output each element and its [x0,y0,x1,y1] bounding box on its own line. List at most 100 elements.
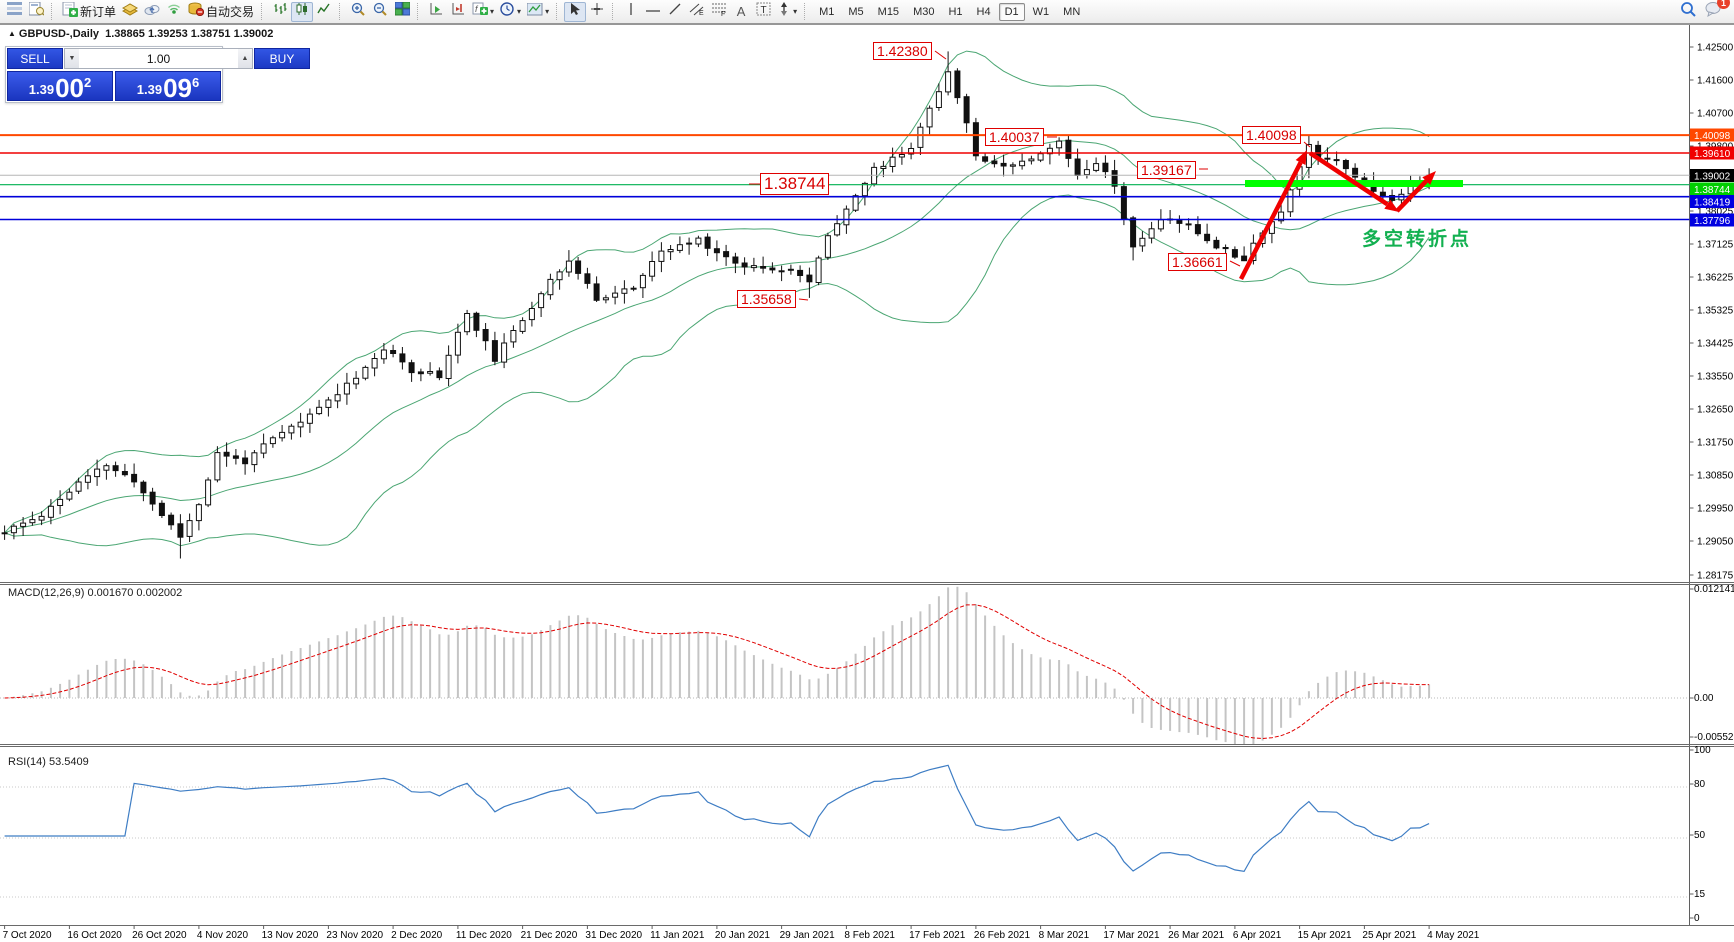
zoom-in-button[interactable] [347,2,369,22]
svg-text:7 Oct 2020: 7 Oct 2020 [3,930,52,941]
candlestick-series [1,51,1433,559]
buy-price[interactable]: 1.39 09 6 [115,71,221,101]
crosshair-button[interactable] [586,2,608,22]
chat-button[interactable]: 1 [1705,0,1730,22]
horizontal-line-button[interactable] [642,2,664,22]
auto-scroll-icon [429,2,444,21]
tile-windows-button[interactable] [391,1,413,22]
volume-increase-button[interactable]: ▲ [238,49,252,68]
price-callout[interactable]: 1.38744 [760,173,830,195]
price-callout[interactable]: 1.36661 [1168,253,1227,272]
new-order-label: 新订单 [80,5,117,19]
symbol-bar: ▲ GBPUSD-,Daily 1.38865 1.39253 1.38751 1… [8,28,273,40]
svg-text:100: 100 [1694,745,1711,756]
svg-text:1.40700: 1.40700 [1697,109,1734,120]
chevron-down-icon: ▾ [517,6,522,16]
timeframe-button-m30[interactable]: M30 [913,5,935,18]
tile-windows-icon [394,1,411,21]
trendline-icon [668,2,682,21]
svg-text:0.012141: 0.012141 [1694,584,1734,595]
svg-text:T: T [760,5,766,16]
text-button[interactable]: A [730,2,752,22]
macd-label: MACD(12,26,9) 0.001670 0.002002 [8,587,183,599]
price-callout[interactable]: 1.42380 [873,42,932,61]
bar-chart-icon [273,2,287,21]
chinese-annotation[interactable]: 多空转折点 [1362,229,1473,250]
timeframe-button-d1[interactable]: D1 [998,2,1025,21]
chevron-down-icon: ▾ [793,6,798,16]
sell-price-pip: 2 [84,75,92,90]
data-window-button[interactable] [25,1,47,22]
horizontal-price-lines[interactable] [0,134,1690,221]
equidistant-channel-button[interactable]: E [686,2,708,22]
svg-text:17 Feb 2021: 17 Feb 2021 [909,930,966,941]
buy-price-prefix: 1.39 [136,82,163,97]
pane-borders [0,24,1734,926]
autotrading-label: 自动交易 [206,5,255,19]
svg-text:1.38025: 1.38025 [1697,207,1734,218]
publish-chart-button[interactable] [141,2,163,22]
trend-arrows[interactable] [1238,150,1436,281]
indicators-button[interactable]: f ▾ [469,2,497,22]
buy-button[interactable]: BUY [254,48,310,69]
fibonacci-button[interactable]: F [708,2,730,22]
autotrading-icon [188,2,205,21]
svg-text:1.32650: 1.32650 [1697,405,1734,416]
sell-button[interactable]: SELL [7,48,63,69]
cursor-button[interactable] [564,1,587,22]
rsi-label: RSI(14) 53.5409 [8,756,89,768]
svg-text:1.40098: 1.40098 [1694,131,1731,142]
price-axis[interactable]: 1.425001.416001.407001.398001.380251.371… [1689,43,1734,582]
periods-button[interactable]: ▾ [497,1,524,22]
templates-icon [526,2,543,21]
volume-decrease-button[interactable]: ▼ [65,49,79,68]
market-watch-button[interactable] [3,2,25,22]
sell-price[interactable]: 1.39 00 2 [7,71,113,101]
timeframe-button-h4[interactable]: H4 [976,5,991,18]
zoom-out-button[interactable] [369,2,391,22]
signals-button[interactable] [163,2,185,22]
svg-text:25 Apr 2021: 25 Apr 2021 [1362,930,1416,941]
autotrading-button[interactable]: 自动交易 [185,2,257,22]
templates-button[interactable]: ▾ [524,2,552,22]
chart-shift-button[interactable] [447,2,469,22]
time-axis[interactable]: 7 Oct 2020 16 Oct 2020 26 Oct 2020 4 Nov 20… [3,925,1480,942]
price-callout[interactable]: 1.35658 [737,290,796,309]
timeframe-button-m1[interactable]: M1 [819,5,835,18]
timeframe-button-w1[interactable]: W1 [1032,5,1050,18]
timeframe-button-m15[interactable]: M15 [877,5,900,18]
bar-chart-button[interactable] [269,2,291,22]
auto-scroll-button[interactable] [425,2,447,22]
price-callout[interactable]: 1.39167 [1137,161,1196,180]
arrows-tool-button[interactable]: ▾ [774,2,800,22]
timeframe-button-h1[interactable]: H1 [948,5,963,18]
candlestick-chart-button[interactable] [291,1,314,22]
volume-input[interactable] [79,49,238,68]
new-order-button[interactable]: 新订单 [59,1,119,22]
market-watch-icon [6,2,22,21]
toolbar-separator [804,3,809,20]
toolbar-separator [51,3,56,20]
crosshair-icon [590,2,604,21]
text-label-button[interactable]: T [752,2,774,22]
svg-text:8 Mar 2021: 8 Mar 2021 [1039,930,1090,941]
toolbar-right: 1 [1680,0,1731,23]
callout-leaders [749,50,1311,301]
price-callout[interactable]: 1.40037 [985,128,1044,147]
metaeditor-button[interactable] [119,2,141,22]
timeframe-button-m5[interactable]: M5 [848,5,864,18]
line-chart-button[interactable] [313,2,335,22]
trendline-button[interactable] [664,2,686,22]
timeframe-button-mn[interactable]: MN [1063,5,1081,18]
svg-text:1.37125: 1.37125 [1697,240,1734,251]
vertical-line-button[interactable] [620,2,642,22]
svg-text:0.00: 0.00 [1694,693,1714,704]
cursor-icon [569,2,581,21]
toolbar-separator [417,3,422,20]
symbol-title: GBPUSD-,Daily [18,28,99,40]
svg-text:-0.005523: -0.005523 [1694,732,1734,743]
search-button[interactable] [1680,1,1697,23]
price-callout[interactable]: 1.40098 [1242,126,1301,145]
chevron-down-icon: ▾ [545,6,550,16]
collapse-icon[interactable]: ▲ [8,29,16,38]
